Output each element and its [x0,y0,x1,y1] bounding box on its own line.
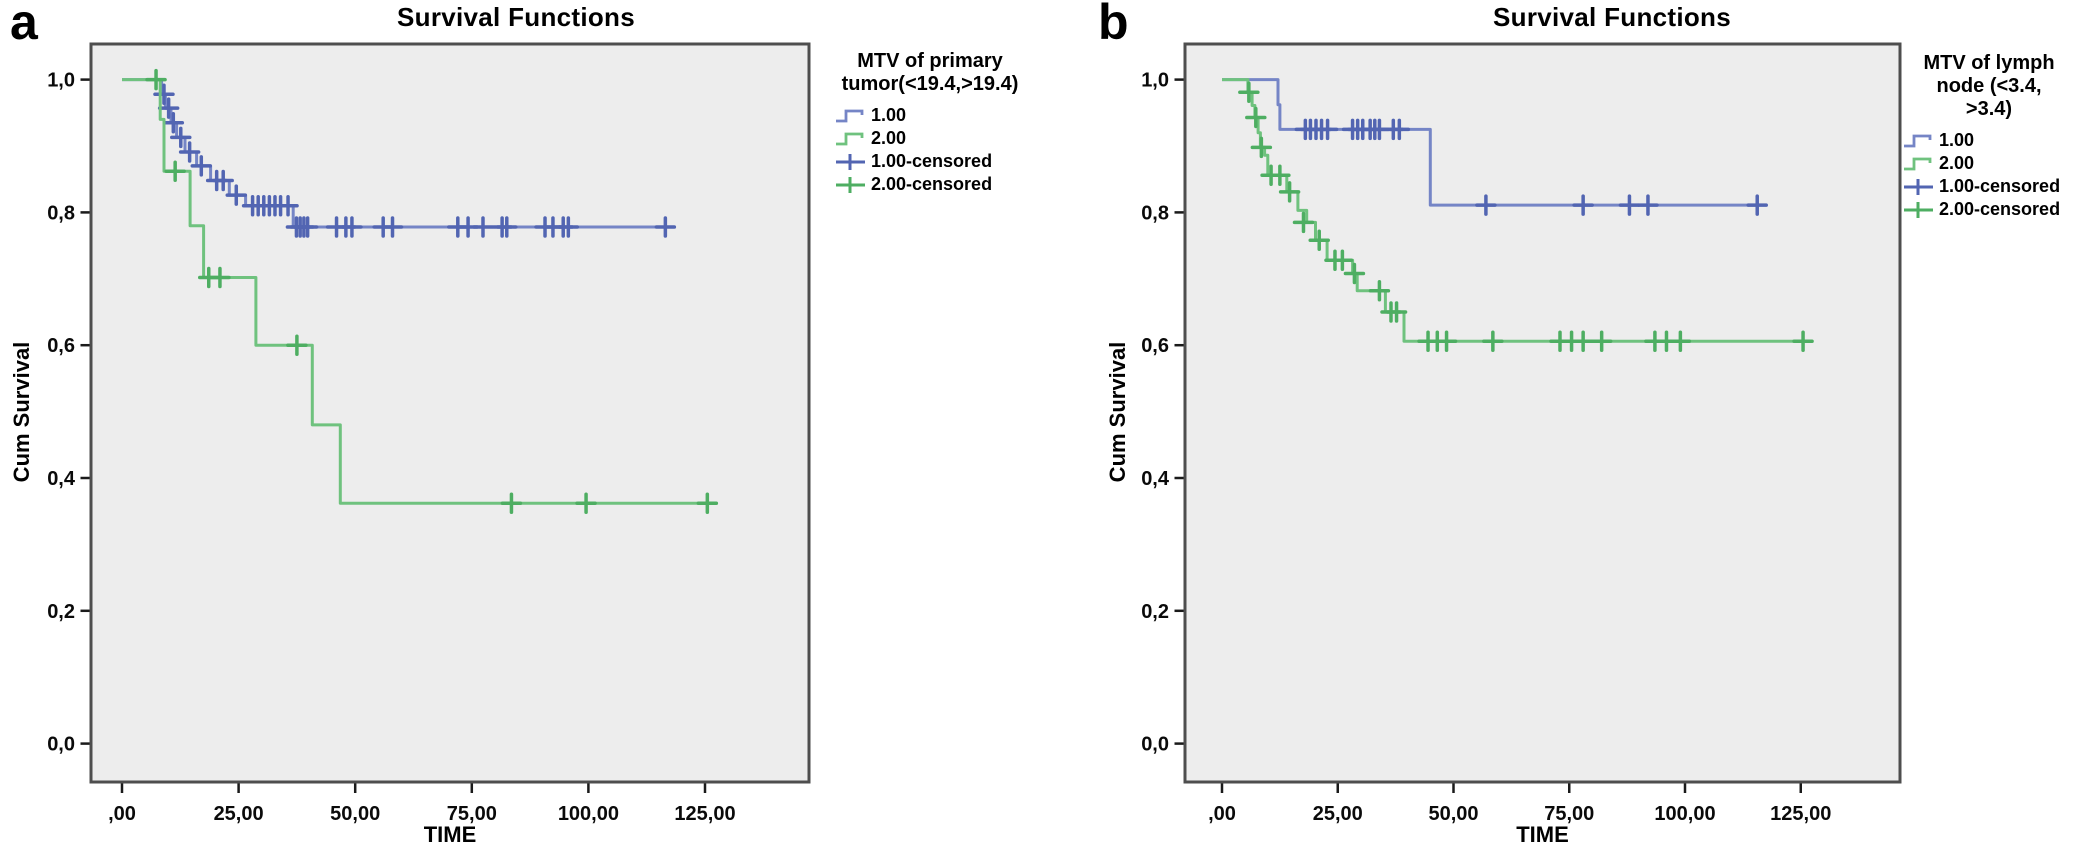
legend-entry-label: 1.00-censored [871,151,993,171]
legend-entry: 1.00-censored [834,150,1046,173]
y-tick-label: 0,4 [1141,468,1170,490]
x-tick-label: 50,00 [1428,803,1478,825]
legend-entry: 1.00 [1902,129,2080,152]
x-tick-label: 100,00 [558,803,619,825]
x-tick-label: 75,00 [1544,803,1594,825]
y-axis-label-b: Cum Survival [1105,341,1130,483]
y-tick-label: 1,0 [1141,70,1169,92]
x-tick-label: 50,00 [330,803,380,825]
legend-title-line: MTV of lymph [1923,52,2055,74]
legend-entry: 1.00-censored [1902,175,2080,198]
legend-title-line: node (<3.4, [1936,75,2042,97]
x-tick-label: 125,00 [1770,803,1831,825]
legend-entry-label: 1.00-censored [1939,176,2061,196]
legend-entry-label: 2.00 [1939,153,1975,173]
step-line-symbol-icon [836,109,864,122]
legend-entry: 2.00-censored [1902,198,2080,221]
x-tick-label: 25,00 [1313,803,1363,825]
plot-area-b [1183,42,1902,784]
y-tick-label: 0,2 [47,601,75,623]
legend-entry: 2.00 [834,127,1046,150]
y-tick-label: 0,2 [1141,601,1169,623]
censor-plus-symbol-icon [1904,178,1933,195]
step-line-symbol-icon [1904,134,1932,147]
x-tick-label: ,00 [1208,803,1236,825]
step-line-symbol-icon [1904,157,1932,170]
x-tick-label: ,00 [108,803,136,825]
legend-a: MTV of primary tumor(<19.4,>19.4) 1.00 2.0… [814,50,1046,196]
y-tick-label: 0,8 [1141,202,1169,224]
legend-entry-label: 2.00-censored [1939,199,2061,219]
y-tick-label: 0,0 [47,734,75,756]
step-line-symbol-icon [836,132,864,145]
panel-letter-b: b [1098,0,1129,50]
legend-entry: 2.00 [1902,152,2080,175]
legend-title-line: >3.4) [1965,98,2013,120]
legend-title-b: MTV of lymph node (<3.4, >3.4) [1898,52,2080,121]
x-axis-label-a: TIME [423,822,477,847]
y-tick-label: 0,6 [47,335,75,357]
x-tick-label: 100,00 [1654,803,1715,825]
chart-title-b: Survival Functions [1493,2,1732,32]
legend-entry: 1.00 [834,104,1046,127]
legend-title-line: tumor(<19.4,>19.4) [841,73,1019,95]
legend-entries-b: 1.00 2.00 1.00-censored 2.00-censored [1898,129,2080,221]
legend-entry-label: 2.00-censored [871,174,993,194]
x-tick-label: 125,00 [674,803,735,825]
censor-plus-symbol-icon [1904,201,1933,218]
y-tick-label: 0,6 [1141,335,1169,357]
x-axis-label-b: TIME [1516,822,1569,847]
survival-curve-1.00-panel-b [1222,78,1758,207]
censor-plus-symbol-icon [836,153,865,170]
censor-plus-symbol-icon [836,176,865,193]
x-tick-label: 75,00 [447,803,497,825]
x-tick-label: 25,00 [214,803,264,825]
legend-b: MTV of lymph node (<3.4, >3.4) 1.00 2.00 1.0… [1898,52,2080,221]
y-axis-label-a: Cum Survival [9,341,34,483]
y-tick-label: 1,0 [47,70,75,92]
y-tick-label: 0,0 [1141,734,1169,756]
chart-title-a: Survival Functions [397,2,636,32]
y-tick-label: 0,4 [47,468,76,490]
plot-area-a [89,42,811,784]
legend-entry-label: 2.00 [871,128,907,148]
legend-entries-a: 1.00 2.00 1.00-censored 2.00-censored [814,104,1046,196]
legend-title-line: MTV of primary [857,50,1003,72]
survival-curve-2.00-panel-a [122,78,708,505]
legend-title-a: MTV of primary tumor(<19.4,>19.4) [814,50,1046,96]
panel-letter-a: a [10,0,38,50]
y-tick-label: 0,8 [47,202,75,224]
legend-entry-label: 1.00 [1939,130,1975,150]
legend-entry-label: 1.00 [871,105,907,125]
legend-entry: 2.00-censored [834,173,1046,196]
